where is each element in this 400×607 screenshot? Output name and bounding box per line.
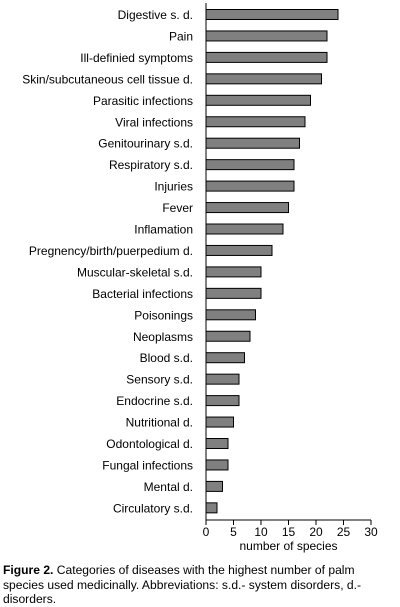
bar — [205, 223, 284, 235]
bar — [205, 202, 289, 214]
category-label: Endocrine s.d. — [116, 394, 193, 408]
category-label: Inflamation — [134, 223, 193, 237]
bar — [205, 480, 223, 492]
figure-caption: Figure 2. Categories of diseases with th… — [3, 563, 397, 607]
bar — [205, 266, 262, 278]
category-label: Injuries — [154, 180, 193, 194]
bar — [205, 244, 273, 256]
category-label: Circulatory s.d. — [113, 501, 193, 515]
bar — [205, 51, 328, 63]
bar — [205, 438, 229, 449]
x-tick-label: 10 — [254, 525, 268, 539]
bar — [205, 373, 240, 385]
bar — [205, 94, 311, 106]
bar — [205, 502, 218, 514]
category-label: Sensory s.d. — [126, 373, 193, 387]
x-tick-label: 30 — [364, 525, 378, 539]
category-label: Digestive s. d. — [118, 8, 193, 22]
x-tick-label: 20 — [309, 525, 323, 539]
category-label: Fungal infections — [102, 458, 193, 472]
category-label: Genitourinary s.d. — [98, 137, 193, 151]
x-axis-ticks: 0 5 10 15 20 25 30 — [203, 520, 378, 539]
category-label: Skin/subcutaneous cell tissue d. — [22, 72, 193, 86]
caption-text: Categories of diseases with the highest … — [3, 563, 362, 606]
bar — [205, 9, 339, 20]
category-label: Parasitic infections — [93, 94, 193, 108]
bar-chart: Digestive s. d. Pain Ill-definied symptoms… — [22, 3, 378, 553]
x-axis-title: number of species — [239, 539, 337, 553]
bar — [205, 287, 262, 299]
caption-label: Figure 2. — [3, 563, 54, 577]
category-labels: Digestive s. d. Pain Ill-definied symptoms… — [22, 8, 193, 515]
category-label: Pregnency/birth/puerpedium d. — [29, 244, 193, 258]
bar — [205, 459, 229, 471]
bar — [205, 116, 306, 128]
category-label: Nutritional d. — [126, 416, 193, 430]
category-label: Odontological d. — [106, 437, 193, 451]
bar — [205, 395, 240, 407]
bar — [205, 416, 234, 428]
x-tick-label: 25 — [337, 525, 351, 539]
bar — [205, 137, 300, 149]
x-tick-label: 5 — [230, 525, 237, 539]
category-label: Ill-definied symptoms — [80, 51, 193, 65]
bar — [205, 309, 256, 321]
category-label: Respiratory s.d. — [109, 158, 193, 172]
category-label: Muscular-skeletal s.d. — [77, 265, 193, 279]
bar — [205, 30, 328, 42]
bar — [205, 352, 245, 364]
bar — [205, 180, 295, 192]
category-label: Bacterial infections — [92, 287, 193, 301]
bar — [205, 159, 295, 171]
category-label: Viral infections — [115, 115, 193, 129]
category-label: Poisonings — [134, 308, 193, 322]
bar — [205, 330, 251, 342]
category-label: Neoplasms — [133, 330, 193, 344]
category-label: Fever — [162, 201, 193, 215]
category-label: Pain — [169, 29, 193, 43]
bars — [205, 9, 339, 514]
x-tick-label: 0 — [203, 525, 210, 539]
category-label: Blood s.d. — [140, 351, 193, 365]
x-tick-label: 15 — [282, 525, 296, 539]
bar — [205, 73, 322, 85]
category-label: Mental d. — [144, 480, 193, 494]
